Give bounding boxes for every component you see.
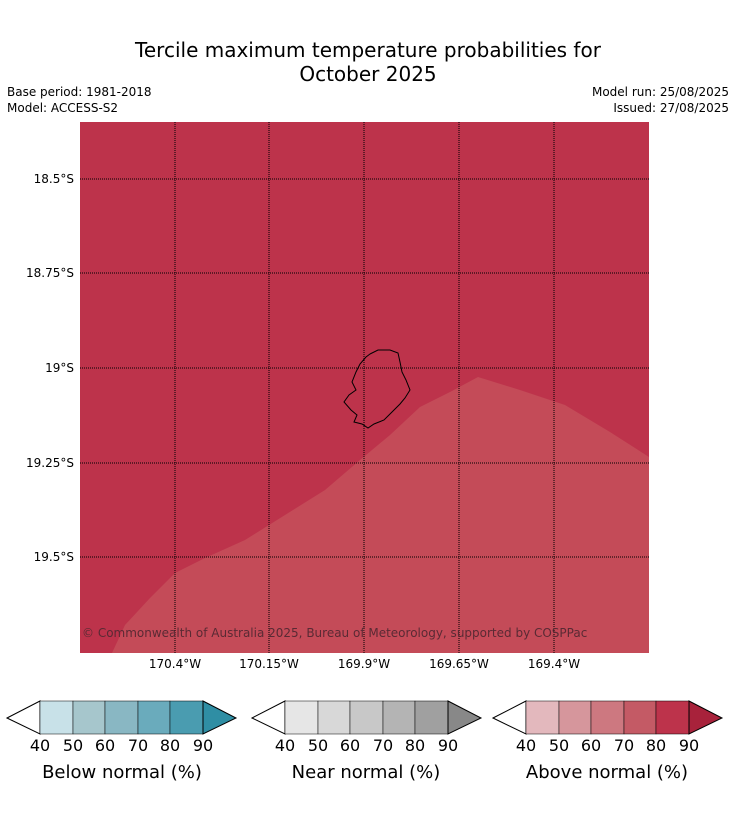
lon-label-5: 169.4°W [527, 657, 581, 671]
model-text: Model: ACCESS-S2 [7, 101, 119, 115]
map [80, 122, 649, 653]
lon-label-3: 169.9°W [337, 657, 391, 671]
cbar-above-tick: 90 [678, 736, 700, 755]
lon-label-2: 170.15°W [239, 657, 299, 671]
colorbar-near [251, 700, 483, 735]
cbar-below-under-triangle [6, 700, 41, 735]
cbar-above-tick: 60 [580, 736, 602, 755]
cbar-below-tick: 90 [192, 736, 214, 755]
cbar-above-tick: 70 [613, 736, 635, 755]
cbar-below-over-triangle [202, 700, 238, 735]
cbar-near-seg-2 [317, 700, 351, 735]
lat-label-3: 19°S [45, 361, 74, 375]
cbar-below-seg-1 [39, 700, 74, 735]
cbar-near-title: Near normal (%) [291, 762, 441, 783]
cbar-above-seg-2 [558, 700, 592, 735]
cbar-near-tick: 80 [404, 736, 426, 755]
cbar-above-under-triangle [492, 700, 527, 735]
map-region-above-70 [112, 377, 649, 653]
cbar-below-seg-5 [169, 700, 204, 735]
cbar-below-tick: 80 [159, 736, 181, 755]
cbar-above-over-triangle [688, 700, 724, 735]
cbar-below-seg-4 [137, 700, 171, 735]
cbar-above-tick: 80 [645, 736, 667, 755]
cbar-above-seg-4 [623, 700, 657, 735]
cbar-above-seg-1 [525, 700, 560, 735]
cbar-near-seg-4 [382, 700, 416, 735]
cbar-near-seg-3 [349, 700, 384, 735]
meta-left: Base period: 1981-2018 Model: ACCESS-S2 [7, 84, 152, 116]
cbar-near-seg-1 [284, 700, 319, 735]
lat-label-5: 19.5°S [33, 550, 74, 564]
grid-lines [80, 122, 649, 653]
cbar-above-tick: 40 [515, 736, 537, 755]
base-period-text: Base period: 1981-2018 [7, 85, 152, 99]
chart-title: Tercile maximum temperature probabilitie… [0, 38, 736, 86]
issued-text: Issued: 27/08/2025 [613, 101, 729, 115]
cbar-below-seg-3 [104, 700, 139, 735]
cbar-below-seg-2 [72, 700, 106, 735]
cbar-below-tick: 40 [29, 736, 51, 755]
cbar-below-title: Below normal (%) [42, 762, 202, 783]
title-line-2: October 2025 [299, 62, 437, 86]
cbar-below-tick: 70 [127, 736, 149, 755]
cbar-above-title: Above normal (%) [525, 762, 689, 783]
cbar-near-tick: 90 [437, 736, 459, 755]
cbar-above-tick: 50 [548, 736, 570, 755]
lon-label-1: 170.4°W [148, 657, 202, 671]
lat-label-2: 18.75°S [26, 266, 74, 280]
cbar-near-tick: 50 [307, 736, 329, 755]
cbar-near-seg-5 [414, 700, 449, 735]
cbar-near-over-triangle [447, 700, 483, 735]
lat-label-1: 18.5°S [33, 172, 74, 186]
island-coastline [343, 349, 411, 429]
title-line-1: Tercile maximum temperature probabilitie… [135, 38, 601, 62]
cbar-above-seg-3 [590, 700, 625, 735]
lat-label-4: 19.25°S [26, 456, 74, 470]
cbar-near-under-triangle [251, 700, 286, 735]
meta-right: Model run: 25/08/2025 Issued: 27/08/2025 [592, 84, 729, 116]
colorbar-above [492, 700, 724, 735]
cbar-near-tick: 70 [372, 736, 394, 755]
model-run-text: Model run: 25/08/2025 [591, 85, 729, 99]
cbar-near-tick: 60 [339, 736, 361, 755]
cbar-near-tick: 40 [274, 736, 296, 755]
cbar-above-seg-5 [655, 700, 690, 735]
cbar-below-tick: 50 [62, 736, 84, 755]
cbar-below-tick: 60 [94, 736, 116, 755]
colorbar-below [6, 700, 238, 735]
lon-label-4: 169.65°W [429, 657, 489, 671]
copyright-text: © Commonwealth of Australia 2025, Bureau… [82, 626, 588, 640]
